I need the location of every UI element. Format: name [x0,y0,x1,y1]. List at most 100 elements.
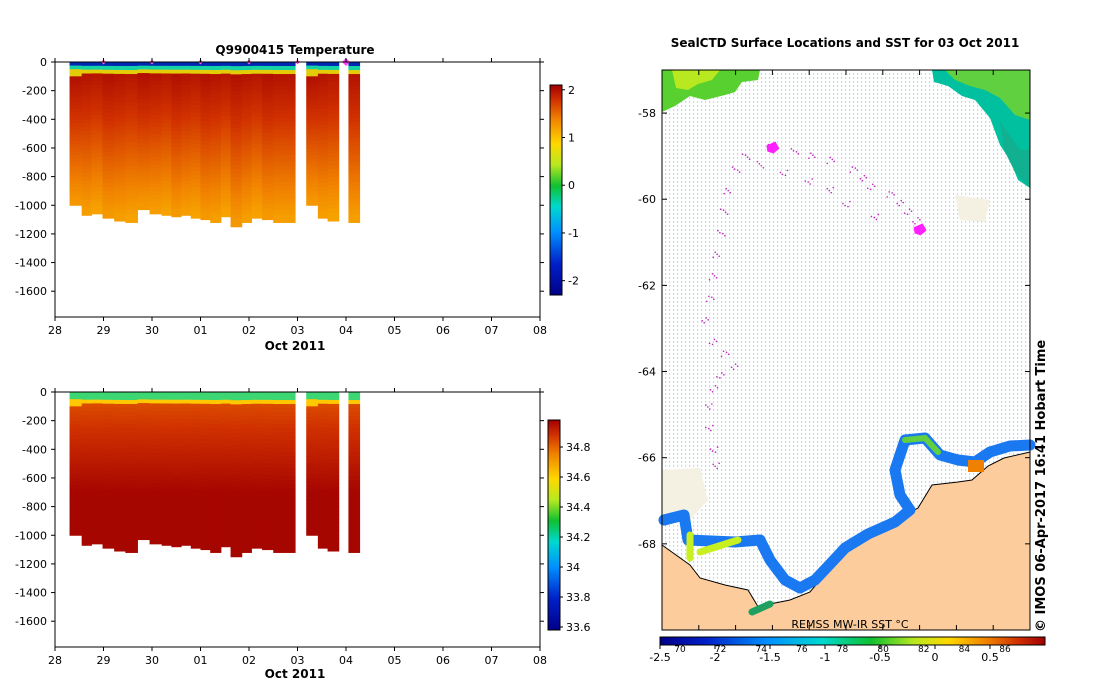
profile-cell [327,121,340,127]
profile-cell [327,69,340,75]
profile-cell [251,392,263,397]
profile-cell [273,500,296,505]
profile-cell [171,174,182,179]
profile-cell [125,142,138,147]
profile-cell [102,112,115,118]
profile-cell [273,420,296,425]
profile-cell [171,403,182,408]
track-point [875,218,878,221]
profile-cell [171,135,182,140]
profile-cell [220,457,232,463]
profile-cell [241,456,252,461]
track-point [725,187,728,190]
profile-cell [137,202,151,207]
profile-cell [220,488,232,494]
profile-cell [137,62,151,67]
profile-cell [251,97,263,102]
x-tick-label: 05 [388,654,402,667]
profile-cell [190,159,201,164]
profile-cell [161,426,172,431]
profile-cell [69,190,83,196]
profile-cell [190,120,201,125]
profile-cell [306,531,319,536]
profile-cell [181,514,192,519]
profile-cell [210,528,222,533]
profile-cell [91,475,104,480]
profile-cell [114,392,126,397]
profile-cell [230,474,243,479]
profile-cell [317,190,329,196]
profile-cell [125,444,138,449]
profile-cell [91,429,104,435]
profile-cell [251,395,263,401]
profile-cell [69,395,83,400]
profile-cell [251,450,263,455]
profile-cell [69,402,83,407]
profile-cell [230,494,243,500]
profile-cell [251,183,263,188]
profile-cell [210,106,222,111]
profile-cell [241,90,252,95]
profile-cell [200,466,211,472]
profile-cell [230,552,243,558]
profile-cell [190,167,201,172]
profile-cell [125,162,138,167]
profile-cell [161,180,172,186]
profile-cell [190,431,201,436]
profile-cell [230,519,243,525]
profile-column [230,62,243,228]
profile-cell [190,540,201,545]
profile-cell [102,210,115,215]
profile-cell [251,532,263,537]
profile-cell [200,419,211,425]
profile-cell [230,136,243,141]
profile-cell [220,193,232,198]
profile-cell [137,139,151,144]
profile-cell [210,476,222,481]
profile-cell [251,403,263,409]
profile-cell [230,441,243,447]
profile-cell [230,202,243,207]
profile-cell [102,524,115,530]
profile-cell [181,529,192,535]
profile-cell [114,137,126,143]
profile-cell [91,115,104,120]
profile-cell [262,407,274,413]
profile-cell [306,499,319,504]
profile-cell [230,78,243,84]
profile-cell [114,85,126,91]
profile-cell [210,98,222,103]
profile-cell [210,62,222,67]
profile-cell [137,462,151,467]
profile-cell [91,422,104,427]
profile-cell [348,436,361,441]
profile-cell [69,76,83,81]
profile-cell [69,169,83,174]
profile-column [220,62,232,218]
profile-cell [149,137,163,143]
profile-cell [200,156,211,161]
profile-cell [137,425,151,430]
profile-cell [91,172,104,177]
profile-cell [171,434,182,439]
y-tick-label: -1600 [15,615,47,628]
profile-cell [262,89,274,95]
profile-cell [262,498,274,503]
profile-cell [149,80,163,86]
track-point [903,212,906,214]
colorbar-tick-label: 34.8 [566,441,591,454]
profile-cell [190,77,201,83]
profile-cell [102,140,115,145]
profile-cell [171,120,182,125]
profile-cell [125,158,138,163]
profile-cell [220,461,232,466]
profile-cell [241,126,252,131]
profile-cell [190,513,201,518]
profile-cell [210,102,222,107]
track-point [795,151,798,153]
profile-cell [161,487,172,493]
profile-cell [306,485,319,490]
profile-cell [210,396,222,401]
colorbar-tick-label: 33.8 [566,591,591,604]
profile-cell [125,424,138,429]
